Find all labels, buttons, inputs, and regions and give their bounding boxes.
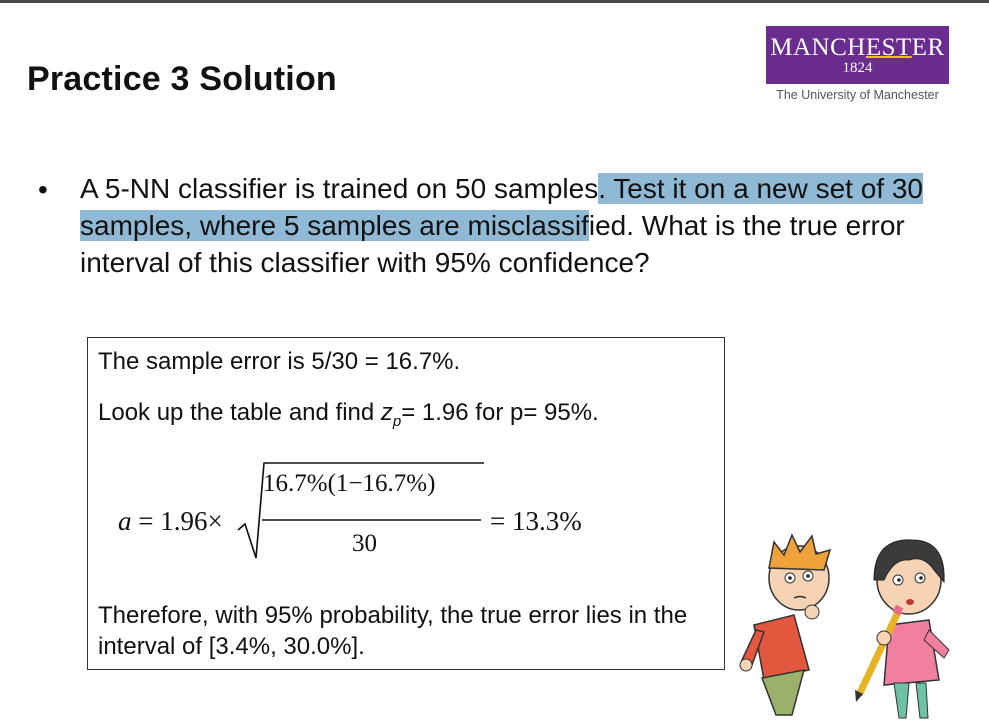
lookup-text: Look up the table and find zp= 1.96 for … <box>98 399 599 430</box>
slide-title: Practice 3 Solution <box>27 60 337 98</box>
formula-lhs: a = 1.96× <box>118 506 223 536</box>
sample-error-text: The sample error is 5/30 = 16.7%. <box>98 348 461 375</box>
university-logo: MANCHESTER 1824 <box>766 26 949 84</box>
sqrt-symbol <box>237 462 484 559</box>
top-rule <box>0 0 989 3</box>
formula-denominator: 30 <box>352 530 377 557</box>
bullet-dot: • <box>38 174 48 205</box>
formula-numerator: 16.7%(1−16.7%) <box>263 470 436 497</box>
girl-figure <box>855 539 950 719</box>
thinking-kids-illustration <box>739 533 950 719</box>
error-formula: a = 1.96× 16.7%(1−16.7%) 30 = 13.3% <box>88 458 708 568</box>
conclusion-text: Therefore, with 95% probability, the tru… <box>98 602 688 660</box>
formula-result: = 13.3% <box>490 506 582 536</box>
logo-subtitle: The University of Manchester <box>776 88 939 102</box>
solution-box: The sample error is 5/30 = 16.7%. Look u… <box>87 337 725 670</box>
logo-wordmark: MANCHESTER <box>770 34 945 61</box>
logo-year: 1824 <box>842 60 873 76</box>
boy-figure <box>739 533 832 716</box>
bullet-question: A 5-NN classifier is trained on 50 sampl… <box>80 173 924 278</box>
